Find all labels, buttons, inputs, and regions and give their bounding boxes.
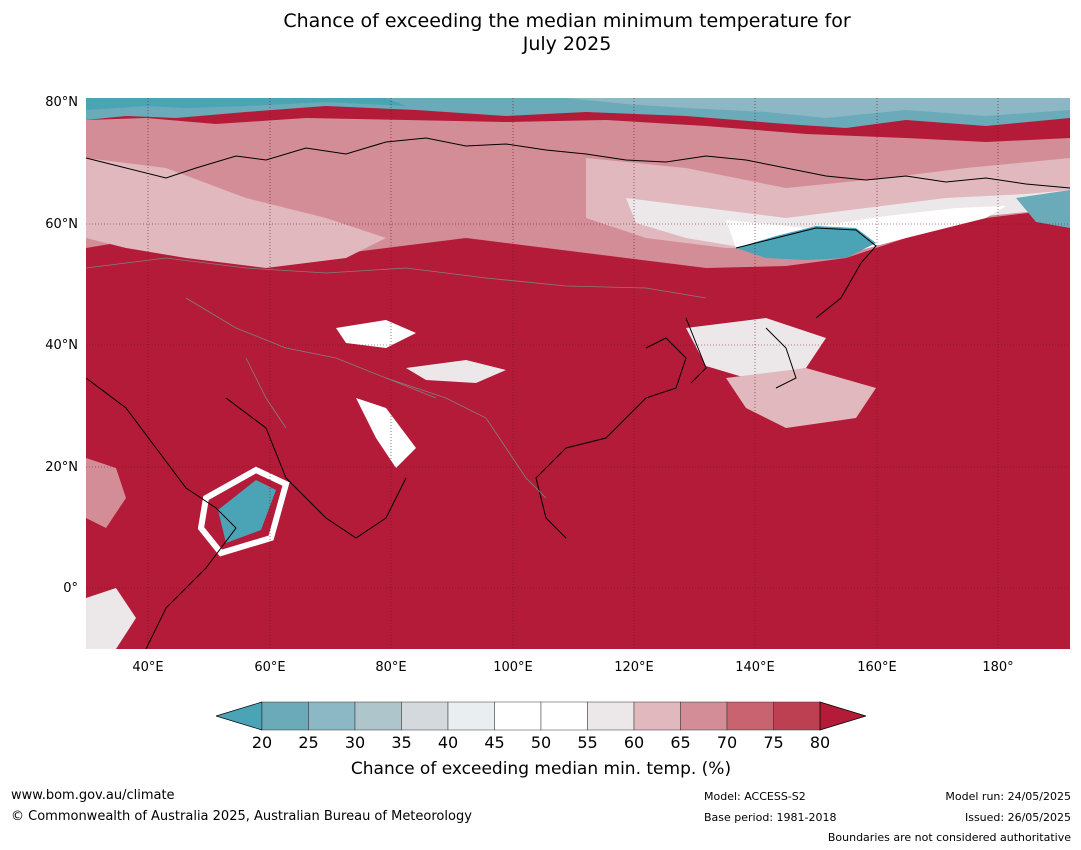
lon-label-180: 180° [982,660,1014,675]
probability-map [86,98,1070,649]
lon-label-60e: 60°E [254,660,286,675]
lat-label-20n: 20°N [45,460,78,475]
map-panel [86,98,1070,649]
arctic-teal-east [566,98,1070,118]
colorbar-tick-label: 65 [670,733,691,752]
colorbar-segment [401,701,449,731]
colorbar-segment [354,701,402,731]
arctic-deep-teal-region [86,98,406,110]
colorbar-tick-label: 70 [716,733,738,752]
country-borders [86,257,707,499]
west-siberia-pale-patch [86,158,386,268]
graticule [86,98,1070,649]
colorbar-tick-label: 40 [437,733,459,752]
central-asia-white-patch [336,320,416,348]
lon-label-120e: 120°E [614,660,654,675]
coastlines [86,137,1070,649]
colorbar-segments [216,701,866,731]
model-text: Model: ACCESS-S2 [704,790,806,803]
title-line-1: Chance of exceeding the median minimum t… [283,10,851,32]
colorbar-tick-label: 30 [344,733,366,752]
arabian-sea-teal-patch [218,480,276,543]
model-run-text: Model run: 24/05/2025 [945,790,1071,803]
colorbar-extend-high [819,701,866,731]
colorbar-tick-label: 80 [809,733,831,752]
issued-text: Issued: 26/05/2025 [964,811,1071,824]
colorbar-segment [773,701,821,731]
lon-label-100e: 100°E [493,660,533,675]
base-period-text: Base period: 1981-2018 [704,811,837,824]
lon-label-40e: 40°E [132,660,164,675]
colorbar-tick-label: 35 [391,733,412,752]
colorbar-segment [540,701,588,731]
colorbar-tick-label: 75 [763,733,784,752]
colorbar-segment [447,701,495,731]
india-white-patch [356,398,416,468]
colorbar-tick-label: 25 [298,733,319,752]
pacific-teal-patch [1016,190,1070,228]
colorbar [216,701,866,731]
colorbar-tick-label: 45 [484,733,505,752]
colorbar-segment [308,701,356,731]
colorbar-segment [726,701,774,731]
africa-pink-patch [86,458,126,528]
lon-label-160e: 160°E [857,660,897,675]
colorbar-segment [494,701,542,731]
colorbar-tick-label: 55 [577,733,598,752]
lat-label-80n: 80°N [45,95,78,110]
chart-title: Chance of exceeding the median minimum t… [0,10,1081,56]
colorbar-label: Chance of exceeding median min. temp. (%… [350,759,732,779]
colorbar-tick-label: 60 [623,733,645,752]
tibet-neutral-patch [406,360,506,383]
lon-label-80e: 80°E [375,660,407,675]
colorbar-segment [680,701,728,731]
colorbar-segment [633,701,681,731]
okhotsk-teal-patch [736,226,876,260]
title-line-2: July 2025 [522,33,612,55]
south-africa-neutral-patch [86,588,136,649]
lat-label-40n: 40°N [45,338,78,353]
nw-pacific-pale-patch [726,368,876,428]
copyright-text: © Commonwealth of Australia 2025, Austra… [11,809,472,824]
lat-label-0: 0° [63,581,78,596]
website-link[interactable]: www.bom.gov.au/climate [11,788,175,803]
map-shading-regions [86,98,1070,649]
lon-label-140e: 140°E [735,660,775,675]
disclaimer-text: Boundaries are not considered authoritat… [827,831,1071,844]
arabian-sea-white-ring [197,466,290,557]
colorbar-segment [587,701,635,731]
lat-label-60n: 60°N [45,217,78,232]
colorbar-extend-low [216,701,263,731]
colorbar-tick-label: 20 [251,733,273,752]
colorbar-tick-label: 50 [530,733,552,752]
colorbar-segment [261,701,309,731]
